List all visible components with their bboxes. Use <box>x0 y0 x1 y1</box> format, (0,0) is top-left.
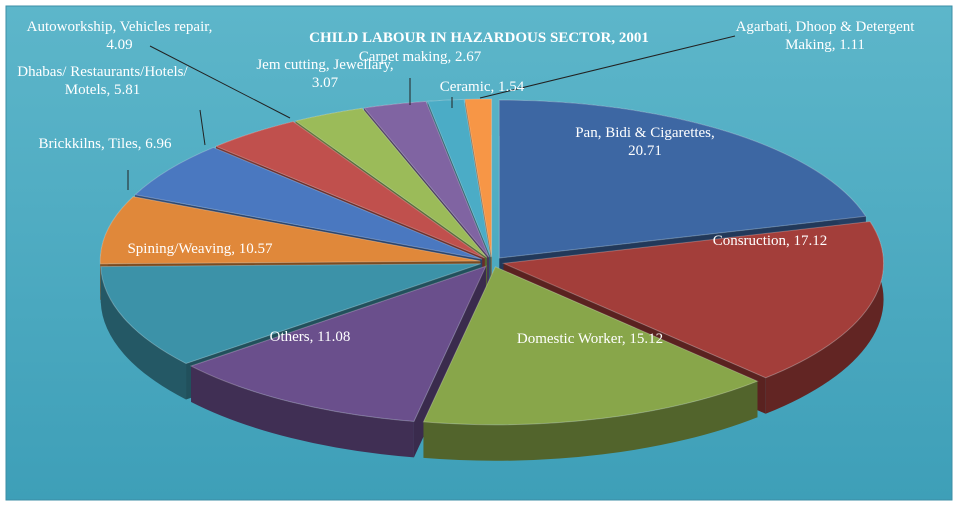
label-value: 17.12 <box>793 233 828 249</box>
label-value: 11.08 <box>317 329 351 345</box>
pie-slice <box>294 107 488 258</box>
pie-slice <box>464 98 493 258</box>
label-category: Agarbati, Dhoop & Detergent Making <box>735 19 915 53</box>
pie-slice <box>363 100 490 258</box>
data-label: Carpet making, 2.67 <box>358 49 482 65</box>
data-label: Ceramic, 1.54 <box>439 79 525 95</box>
pie-slice <box>426 98 492 258</box>
slice-side <box>765 221 884 414</box>
label-category: Autoworkship, Vehicles repair <box>26 19 209 35</box>
label-category: Others <box>269 329 310 345</box>
pie-slice <box>134 146 483 260</box>
data-label: Domestic Worker, 15.12 <box>516 331 664 347</box>
data-label: Others, 11.08 <box>269 329 351 345</box>
data-label: Dhabas/ Restaurants/Hotels/ Motels, 5.81 <box>17 64 188 98</box>
slice-side <box>423 381 758 461</box>
pie-slice <box>214 121 485 259</box>
label-value: 15.12 <box>629 331 664 347</box>
slice-side <box>100 266 187 400</box>
leader-line <box>199 109 206 146</box>
pie-slice <box>189 265 487 422</box>
chart-title: CHILD LABOUR IN HAZARDOUS SECTOR, 2001 <box>309 30 649 46</box>
pie-slice <box>501 221 884 379</box>
data-label: Pan, Bidi & Cigarettes, 20.71 <box>575 125 715 159</box>
data-label: Autoworkship, Vehicles repair, 4.09 <box>26 19 213 53</box>
label-category: Brickkilns, Tiles <box>38 136 138 152</box>
data-label: Spining/Weaving, 10.57 <box>127 241 273 257</box>
label-category: Consruction <box>712 233 787 249</box>
label-category: Ceramic <box>439 79 491 95</box>
pie-slice <box>100 263 481 365</box>
pie-slice <box>498 99 867 259</box>
label-value: 1.54 <box>498 79 525 95</box>
label-value: 10.57 <box>238 241 273 257</box>
data-label: Jem cutting, Jewellary, 3.07 <box>256 57 394 91</box>
label-value: 5.81 <box>113 82 141 98</box>
label-value: 3.07 <box>311 75 339 91</box>
leader-line <box>149 45 291 119</box>
label-category: Dhabas/ Restaurants/Hotels/ Motels <box>17 64 188 98</box>
slice-side <box>191 366 414 458</box>
data-label: Agarbati, Dhoop & Detergent Making, 1.11 <box>735 19 915 53</box>
pie-slice <box>422 266 759 426</box>
label-value: 6.96 <box>145 136 172 152</box>
label-value: 4.09 <box>106 37 133 53</box>
label-value: 20.71 <box>628 143 662 159</box>
data-label: Consruction, 17.12 <box>712 233 828 249</box>
leader-line <box>479 35 736 99</box>
label-category: Carpet making <box>358 49 448 65</box>
label-category: Spining/Weaving <box>127 241 232 257</box>
data-label: Brickkilns, Tiles, 6.96 <box>38 136 172 152</box>
label-category: Jem cutting, Jewellary <box>256 57 390 73</box>
label-value: 2.67 <box>454 49 482 65</box>
pie <box>99 98 884 461</box>
pie-slice <box>99 196 481 265</box>
label-category: Domestic Worker <box>516 331 622 347</box>
label-category: Pan, Bidi & Cigarettes <box>575 125 712 141</box>
label-value: 1.11 <box>839 37 865 53</box>
leader-lines <box>127 35 736 190</box>
